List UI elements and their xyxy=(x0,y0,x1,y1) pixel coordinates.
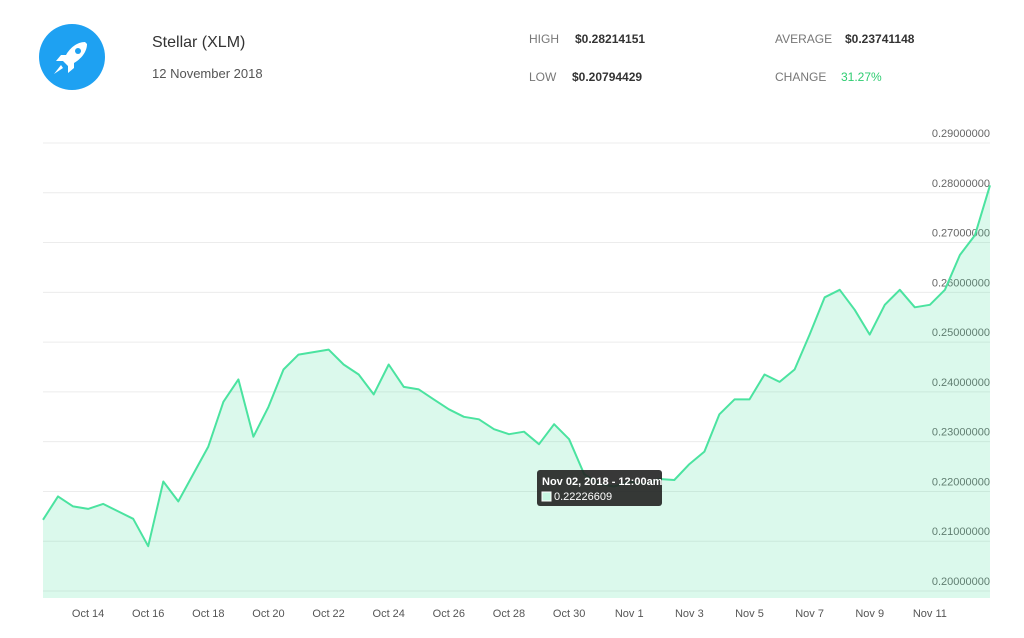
stat-label: HIGH xyxy=(529,32,559,46)
tooltip-box xyxy=(537,470,662,506)
x-tick-label: Oct 14 xyxy=(72,608,104,620)
coin-title: Stellar (XLM) xyxy=(152,34,246,51)
x-tick-label: Oct 28 xyxy=(493,608,525,620)
y-tick-label: 0.24000000 xyxy=(932,377,990,389)
stat-value: 31.27% xyxy=(841,70,882,84)
x-tick-label: Oct 26 xyxy=(433,608,465,620)
y-tick-label: 0.28000000 xyxy=(932,178,990,190)
stat-value: $0.28214151 xyxy=(575,32,646,46)
price-line xyxy=(42,185,991,548)
y-tick-label: 0.22000000 xyxy=(932,476,990,488)
y-tick-label: 0.29000000 xyxy=(932,128,990,140)
tooltip-value: 0.22226609 xyxy=(554,491,612,503)
x-tick-label: Nov 7 xyxy=(795,608,824,620)
tooltip-title: Nov 02, 2018 - 12:00am xyxy=(542,476,663,488)
x-tick-label: Nov 11 xyxy=(913,608,947,620)
x-tick-label: Nov 1 xyxy=(615,608,644,620)
logo xyxy=(39,24,105,90)
stat-value: $0.23741148 xyxy=(845,32,915,46)
stat-value: $0.20794429 xyxy=(572,70,643,84)
x-tick-label: Oct 24 xyxy=(373,608,405,620)
x-tick-label: Oct 20 xyxy=(252,608,284,620)
area-fill xyxy=(43,185,990,599)
date: 12 November 2018 xyxy=(152,66,263,81)
y-tick-label: 0.21000000 xyxy=(932,526,990,538)
x-tick-label: Oct 22 xyxy=(312,608,344,620)
y-tick-label: 0.25000000 xyxy=(932,327,990,339)
x-tick-label: Oct 16 xyxy=(132,608,164,620)
y-tick-label: 0.23000000 xyxy=(932,427,990,439)
stat-label: AVERAGE xyxy=(775,32,833,46)
stat-label: LOW xyxy=(529,70,557,84)
tooltip-swatch xyxy=(541,491,552,502)
x-tick-label: Nov 9 xyxy=(855,608,884,620)
stat-label: CHANGE xyxy=(775,70,827,84)
x-tick-label: Oct 18 xyxy=(192,608,224,620)
tooltip: Nov 02, 2018 - 12:00am 0.22226609 xyxy=(537,470,663,506)
x-tick-label: Nov 3 xyxy=(675,608,704,620)
y-tick-label: 0.20000000 xyxy=(932,576,990,588)
x-tick-label: Nov 5 xyxy=(735,608,764,620)
x-tick-label: Oct 30 xyxy=(553,608,585,620)
